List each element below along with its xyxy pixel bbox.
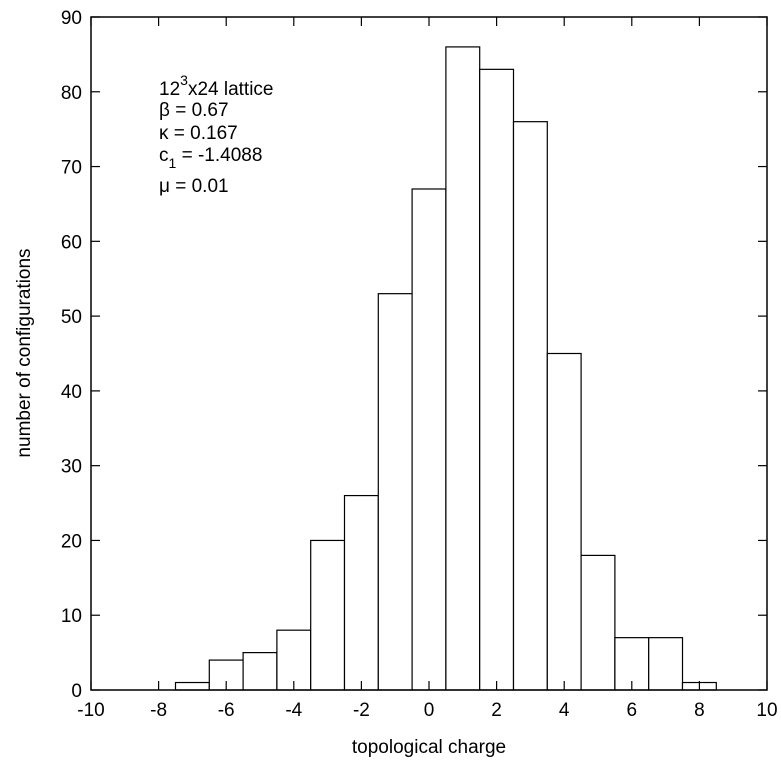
bar <box>580 554 616 691</box>
x-tick-label: 6 <box>627 700 638 721</box>
x-tick-label: 8 <box>694 700 705 721</box>
bar <box>445 46 481 691</box>
y-tick-label: 60 <box>61 232 82 253</box>
x-axis: -10 -8 -6 -4 -2 0 2 4 6 8 10 <box>77 17 778 721</box>
y-tick-label: 10 <box>61 606 82 627</box>
y-tick-label: 80 <box>61 83 82 104</box>
annotation-beta: β = 0.67 <box>159 100 229 121</box>
x-axis-title: topological charge <box>352 737 506 758</box>
x-tick-label: -6 <box>218 700 235 721</box>
bar <box>648 637 684 691</box>
bar <box>276 629 312 691</box>
y-tick-label: 20 <box>61 531 82 552</box>
bar <box>479 68 515 691</box>
bar <box>343 494 379 691</box>
bar <box>411 188 447 691</box>
y-tick-label: 50 <box>61 307 82 328</box>
x-tick-label: -10 <box>77 700 104 721</box>
x-tick-label: 4 <box>559 700 570 721</box>
bars-group <box>174 46 717 691</box>
y-tick-label: 0 <box>71 681 82 702</box>
x-tick-label: 0 <box>424 700 435 721</box>
bar <box>546 352 582 691</box>
x-tick-label: -8 <box>150 700 167 721</box>
bar <box>310 539 346 691</box>
y-tick-label: 70 <box>61 158 82 179</box>
x-tick-label: 10 <box>756 700 777 721</box>
y-tick-label: 30 <box>61 457 82 478</box>
bar <box>512 121 548 691</box>
x-tick-label: 2 <box>491 700 502 721</box>
y-axis-title: number of configurations <box>14 248 35 457</box>
annotation-c1: c1 = -1.4088 <box>159 145 262 171</box>
annotation-kappa: κ = 0.167 <box>159 123 238 144</box>
annotation-mu: μ = 0.01 <box>159 176 229 197</box>
y-tick-label: 90 <box>61 8 82 29</box>
annotation-block: 123x24 lattice β = 0.67 κ = 0.167 c1 = -… <box>159 72 273 197</box>
bar <box>242 652 278 691</box>
bar <box>377 293 413 691</box>
y-tick-label: 40 <box>61 382 82 403</box>
bar <box>174 681 210 691</box>
x-tick-label: -4 <box>285 700 302 721</box>
annotation-lattice: 123x24 lattice <box>159 72 273 100</box>
x-tick-label: -2 <box>353 700 370 721</box>
y-axis: 0 10 20 30 40 50 60 70 80 90 <box>61 8 767 702</box>
